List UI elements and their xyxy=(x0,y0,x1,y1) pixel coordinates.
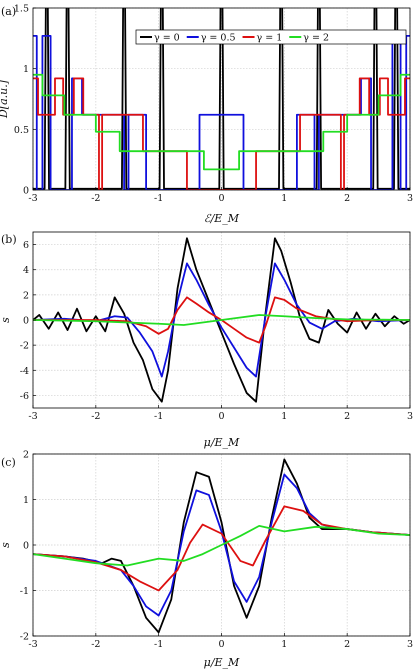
x-tick-label: 1 xyxy=(281,411,287,422)
y-tick-label: 4 xyxy=(23,265,29,276)
x-axis-label: μ/E_M xyxy=(204,656,240,669)
series-line-4 xyxy=(33,73,410,171)
x-tick-label: -1 xyxy=(154,193,163,204)
y-tick-label: 0 xyxy=(23,541,29,552)
series-group xyxy=(33,8,410,190)
x-tick-label: -2 xyxy=(91,193,100,204)
x-tick-label: 2 xyxy=(344,193,350,204)
y-tick-label: 0.5 xyxy=(14,125,29,136)
y-tick-label: 1 xyxy=(23,64,29,75)
x-tick-label: 3 xyxy=(407,193,413,204)
legend-label-2: γ = 0.5 xyxy=(201,33,236,44)
x-tick-label: -3 xyxy=(28,193,37,204)
y-tick-label: 6 xyxy=(23,240,29,251)
y-tick-label: -1 xyxy=(20,586,29,597)
x-tick-label: -1 xyxy=(154,411,163,422)
y-axis-label: D[a.u.] xyxy=(0,79,10,119)
series-line-3 xyxy=(33,296,410,344)
x-tick-label: -3 xyxy=(28,639,37,650)
legend-label-3: γ = 1 xyxy=(257,33,283,44)
y-tick-label: 0 xyxy=(23,316,29,327)
x-tick-label: 1 xyxy=(281,193,287,204)
x-tick-label: -2 xyxy=(91,411,100,422)
y-tick-label: -6 xyxy=(20,391,29,402)
x-tick-label: 0 xyxy=(218,639,224,650)
x-axis-label: μ/E_M xyxy=(204,436,240,449)
x-tick-label: 2 xyxy=(344,639,350,650)
chart-panel-2: -3 -2 -1 0 1 2 3 -6 -4 -2 0 2 4 6 (b) μ/E_M s xyxy=(0,231,413,449)
legend-label-1: γ = 0 xyxy=(154,33,180,44)
x-tick-label: 2 xyxy=(344,411,350,422)
x-tick-label: -2 xyxy=(91,639,100,650)
x-tick-label: 3 xyxy=(407,639,413,650)
series-line-1 xyxy=(33,8,410,190)
y-tick-label: -4 xyxy=(20,366,29,377)
y-tick-label: 2 xyxy=(23,450,29,461)
x-tick-label: -3 xyxy=(28,411,37,422)
x-axis-label: ℰ/E_M xyxy=(204,212,240,225)
series-line-4 xyxy=(33,314,410,326)
y-tick-label: 1 xyxy=(23,495,29,506)
x-tick-label: 0 xyxy=(218,411,224,422)
y-axis-label: s xyxy=(0,317,12,323)
series-group xyxy=(33,458,410,634)
legend-box xyxy=(135,29,407,45)
series-line-2 xyxy=(33,35,410,190)
x-tick-label: 0 xyxy=(218,193,224,204)
panel-label: (b) xyxy=(1,233,17,246)
y-tick-label: 0 xyxy=(23,186,29,197)
series-line-3 xyxy=(33,505,410,592)
x-tick-label: -1 xyxy=(154,639,163,650)
x-tick-label: 1 xyxy=(281,639,287,650)
panel-label: (a) xyxy=(1,5,16,18)
y-tick-label: 1.5 xyxy=(14,4,29,15)
series-group xyxy=(33,237,410,403)
legend-label-4: γ = 2 xyxy=(303,33,329,44)
legend: γ = 0 γ = 0.5 γ = 1 γ = 2 xyxy=(135,29,407,45)
panel-label: (c) xyxy=(1,456,16,469)
y-tick-label: -2 xyxy=(20,341,29,352)
series-line-4 xyxy=(33,524,410,567)
y-tick-label: -2 xyxy=(20,632,29,643)
y-tick-label: 2 xyxy=(23,290,29,301)
x-tick-label: 3 xyxy=(407,411,413,422)
y-axis-label: s xyxy=(0,542,12,548)
